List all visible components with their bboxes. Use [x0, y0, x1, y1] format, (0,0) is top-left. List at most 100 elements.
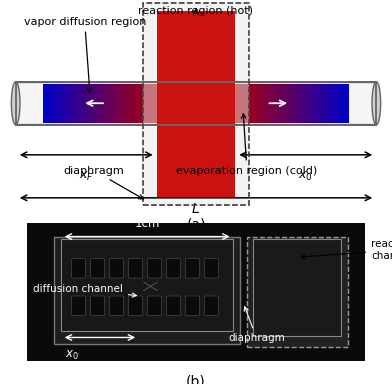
Bar [65, 84, 66, 122]
FancyBboxPatch shape [204, 259, 218, 278]
Bar [346, 84, 347, 122]
Text: reaction region (hot): reaction region (hot) [138, 7, 254, 17]
Bar [258, 84, 259, 122]
Bar [254, 84, 255, 122]
Bar [296, 84, 297, 122]
Text: reaction
chamber: reaction chamber [301, 239, 392, 261]
Bar [82, 84, 83, 122]
Bar [315, 84, 316, 122]
Bar [76, 84, 77, 122]
Bar [135, 84, 136, 122]
Bar [234, 84, 235, 122]
Bar [80, 84, 81, 122]
Bar [73, 84, 74, 122]
Bar [157, 84, 158, 122]
Bar [74, 84, 75, 122]
Bar [283, 84, 284, 122]
Bar [54, 237, 240, 344]
Bar [134, 84, 135, 122]
Bar [250, 84, 251, 122]
Bar [143, 3, 249, 205]
Bar [54, 84, 55, 122]
Bar [138, 84, 139, 122]
Bar [302, 84, 303, 122]
Bar [83, 84, 84, 122]
Bar [158, 84, 159, 122]
Bar [67, 84, 68, 122]
FancyBboxPatch shape [71, 296, 85, 315]
Bar [45, 84, 46, 122]
Bar [265, 84, 266, 122]
Bar [108, 84, 109, 122]
Bar [273, 84, 274, 122]
Bar [342, 84, 343, 122]
Bar [319, 84, 320, 122]
Bar [325, 84, 326, 122]
Bar [99, 84, 100, 122]
Bar [260, 84, 261, 122]
Bar [72, 84, 73, 122]
Bar [98, 84, 99, 122]
Bar [300, 84, 301, 122]
Bar [329, 84, 330, 122]
Bar [245, 84, 246, 122]
Bar [51, 84, 52, 122]
Bar [61, 239, 233, 331]
Bar [347, 84, 348, 122]
FancyBboxPatch shape [91, 296, 105, 315]
Bar [85, 84, 86, 122]
Bar [268, 84, 269, 122]
Bar [322, 84, 323, 122]
Bar [104, 84, 105, 122]
Bar [284, 84, 285, 122]
Bar [344, 84, 345, 122]
Bar [115, 84, 116, 122]
Ellipse shape [372, 82, 381, 125]
Bar [291, 84, 292, 122]
Bar [235, 84, 236, 122]
Bar [101, 84, 102, 122]
Bar [117, 84, 118, 122]
FancyBboxPatch shape [204, 296, 218, 315]
Bar [320, 84, 321, 122]
Bar [142, 84, 143, 122]
Bar [276, 84, 277, 122]
Bar [312, 84, 313, 122]
Bar [118, 84, 119, 122]
FancyBboxPatch shape [147, 259, 162, 278]
Bar [81, 84, 82, 122]
Bar [156, 84, 157, 122]
Bar [87, 84, 88, 122]
Bar [16, 84, 43, 122]
Bar [136, 84, 137, 122]
Bar [303, 84, 304, 122]
FancyBboxPatch shape [166, 296, 180, 315]
Bar [139, 84, 140, 122]
FancyBboxPatch shape [91, 259, 105, 278]
Bar [327, 84, 328, 122]
Bar [107, 84, 108, 122]
Bar [90, 84, 91, 122]
Bar [78, 84, 79, 122]
Bar [53, 84, 54, 122]
Bar [44, 84, 45, 122]
Bar [151, 84, 152, 122]
Bar [97, 84, 98, 122]
Bar [132, 84, 133, 122]
Bar [46, 84, 47, 122]
Bar [16, 82, 376, 125]
Bar [129, 84, 130, 122]
Bar [298, 84, 299, 122]
Bar [257, 84, 258, 122]
Bar [153, 84, 154, 122]
Bar [140, 84, 141, 122]
Bar [64, 84, 65, 122]
Bar [59, 84, 60, 122]
Bar [233, 84, 234, 122]
Bar [275, 84, 276, 122]
Text: 1cm: 1cm [134, 217, 160, 230]
Text: (b): (b) [186, 375, 206, 384]
Bar [261, 84, 262, 122]
Bar [236, 84, 237, 122]
Bar [330, 84, 331, 122]
